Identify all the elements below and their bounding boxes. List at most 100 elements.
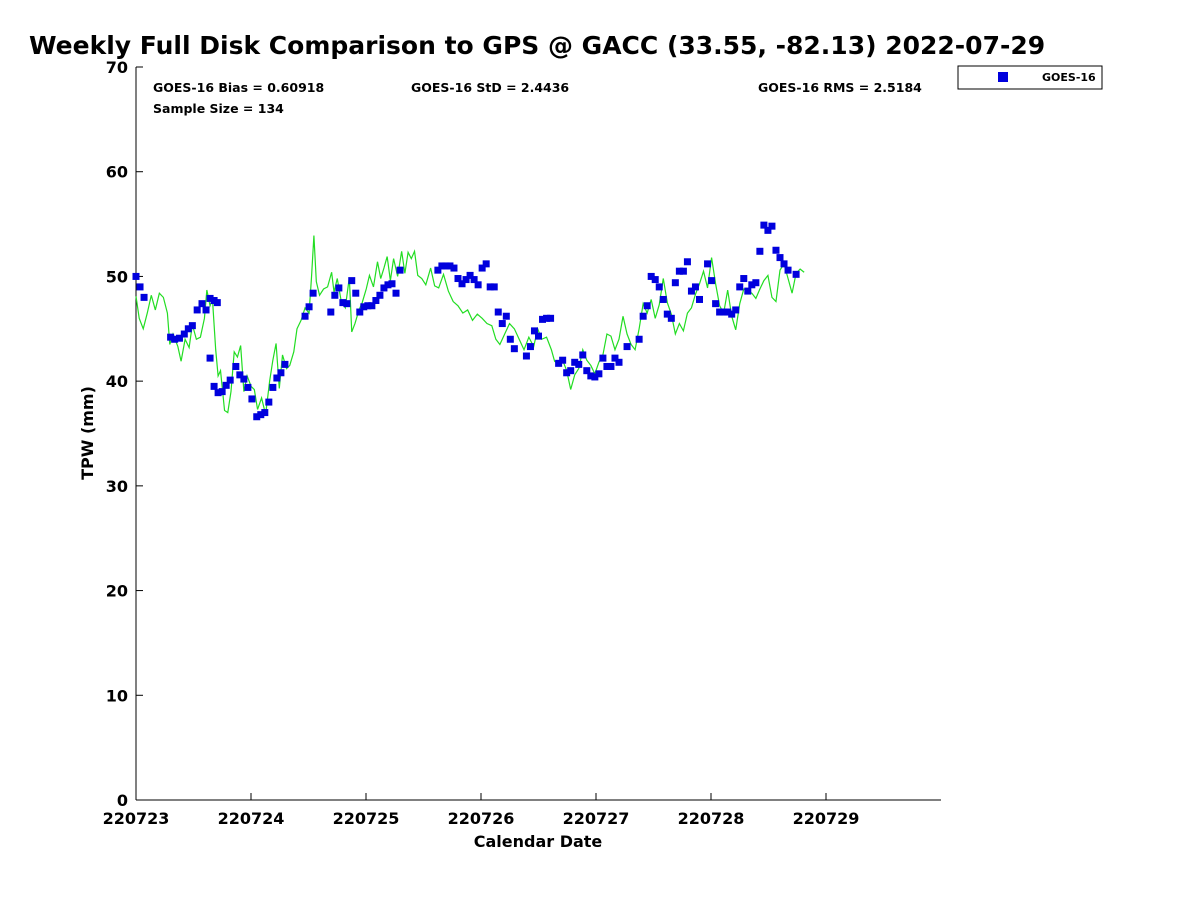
- goes16-point: [462, 276, 470, 284]
- goes16-point: [736, 283, 744, 291]
- goes16-point: [675, 267, 683, 275]
- x-axis-ticks: 220723 220724 220725 220726 220727 220728 2207…: [103, 793, 860, 828]
- goes16-point: [327, 308, 335, 316]
- goes16-point: [213, 299, 221, 307]
- goes16-point: [222, 381, 230, 389]
- goes16-point: [309, 289, 317, 297]
- goes16-point: [486, 283, 494, 291]
- goes16-point: [712, 300, 720, 308]
- goes16-point: [301, 312, 309, 320]
- goes16-point: [384, 281, 392, 289]
- legend: GOES-16: [957, 65, 1103, 90]
- goes16-point: [543, 314, 551, 322]
- goes16-point: [253, 413, 261, 421]
- gps-series-line: [135, 235, 805, 415]
- goes16-point: [595, 370, 603, 378]
- goes16-point: [396, 266, 404, 274]
- goes16-point: [607, 362, 615, 370]
- std-stat: GOES-16 StD = 2.4436: [411, 80, 569, 95]
- goes16-point: [704, 260, 712, 268]
- goes16-point: [206, 294, 214, 302]
- goes16-point: [623, 343, 631, 351]
- goes16-point: [458, 280, 466, 288]
- goes16-point: [466, 271, 474, 279]
- goes16-point: [482, 260, 490, 268]
- goes16-point: [305, 303, 313, 311]
- goes16-point: [567, 367, 575, 375]
- goes16-point: [764, 226, 772, 234]
- x-tick-label: 220727: [563, 809, 630, 828]
- goes16-point: [502, 312, 510, 320]
- goes16-point: [352, 289, 360, 297]
- bias-stat: GOES-16 Bias = 0.60918: [153, 80, 324, 95]
- goes16-point: [180, 330, 188, 338]
- goes16-point: [687, 287, 695, 295]
- goes16-point: [615, 358, 623, 366]
- goes16-point: [269, 383, 277, 391]
- goes16-point: [655, 283, 663, 291]
- goes16-point: [571, 358, 579, 366]
- x-tick-label: 220728: [678, 809, 745, 828]
- goes16-point: [360, 303, 368, 311]
- y-tick-label: 40: [106, 372, 128, 391]
- goes16-point: [659, 295, 667, 303]
- goes16-point: [376, 291, 384, 299]
- goes16-point: [768, 222, 776, 230]
- goes16-point: [748, 281, 756, 289]
- goes16-point: [740, 275, 748, 283]
- y-tick-label: 20: [106, 582, 128, 601]
- goes16-point: [140, 293, 148, 301]
- goes16-point: [257, 411, 265, 419]
- goes16-point: [555, 359, 563, 367]
- legend-label-goes16: GOES-16: [1042, 71, 1096, 84]
- goes16-point: [599, 354, 607, 362]
- goes16-point: [261, 409, 269, 417]
- goes16-point: [372, 297, 380, 305]
- goes16-point: [240, 375, 248, 383]
- goes16-point: [434, 266, 442, 274]
- legend-box: [957, 65, 1103, 90]
- goes16-point: [635, 335, 643, 343]
- goes16-point: [454, 275, 462, 283]
- x-axis-label: Calendar Date: [474, 832, 603, 851]
- goes16-point: [724, 308, 732, 316]
- goes16-point: [236, 371, 244, 379]
- goes16-point: [226, 376, 234, 384]
- goes16-point: [780, 260, 788, 268]
- goes16-point: [193, 306, 201, 314]
- goes16-point: [559, 356, 567, 364]
- goes16-point: [388, 280, 396, 288]
- goes16-point: [136, 283, 144, 291]
- goes16-point: [667, 314, 675, 322]
- goes16-point: [651, 276, 659, 284]
- gps-line: [135, 235, 805, 415]
- goes16-point: [776, 254, 784, 262]
- goes16-point: [575, 360, 583, 368]
- x-tick-label: 220729: [793, 809, 860, 828]
- goes16-point: [202, 306, 210, 314]
- goes16-point: [438, 262, 446, 270]
- goes16-point: [547, 314, 555, 322]
- goes16-point: [198, 300, 206, 308]
- goes16-point: [522, 352, 530, 360]
- y-tick-label: 70: [106, 58, 128, 77]
- goes16-series-markers: [132, 221, 800, 421]
- goes16-point: [273, 374, 281, 382]
- goes16-point: [210, 382, 218, 390]
- goes16-point: [364, 302, 372, 310]
- y-tick-label: 0: [117, 791, 128, 810]
- goes16-point: [446, 262, 454, 270]
- goes16-point: [335, 284, 343, 292]
- goes16-point: [494, 308, 502, 316]
- goes16-point: [591, 373, 599, 381]
- goes16-point: [132, 272, 140, 280]
- goes16-point: [647, 272, 655, 280]
- goes16-point: [331, 291, 339, 299]
- x-tick-label: 220725: [333, 809, 400, 828]
- goes16-point: [720, 308, 728, 316]
- goes16-point: [728, 310, 736, 318]
- goes16-point: [696, 295, 703, 303]
- goes16-point: [744, 287, 752, 295]
- goes16-point: [679, 267, 687, 275]
- goes16-point: [587, 372, 595, 380]
